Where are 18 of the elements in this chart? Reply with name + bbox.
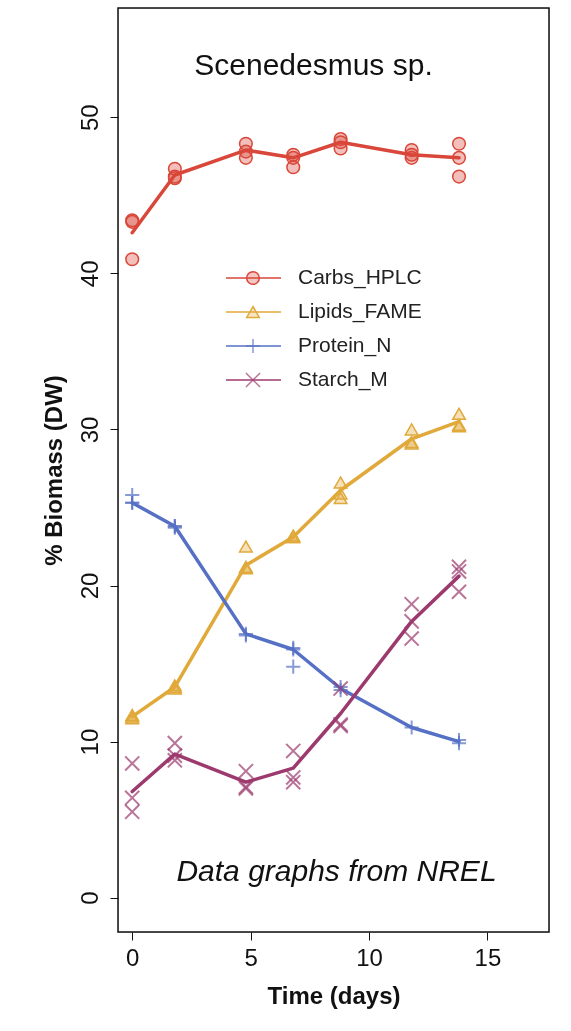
y-tick-label: 30 [75,416,103,444]
y-tick-label: 0 [75,891,103,905]
y-tick-label: 50 [75,104,103,132]
x-tick-label: 5 [244,943,258,971]
y-axis-title: % Biomass (DW) [39,375,67,566]
y-tick-label: 20 [75,572,103,600]
x-tick-label: 10 [356,943,383,971]
legend-label: Starch_M [298,367,388,391]
y-tick-label: 10 [75,728,103,756]
x-tick-label: 15 [474,943,502,971]
x-axis-title: Time (days) [267,981,401,1009]
x-tick-label: 0 [126,943,140,971]
text: Scenedesmus sp. [194,48,433,81]
annotation: Data graphs from NREL [176,854,497,887]
y-tick-label: 40 [75,260,103,288]
legend-label: Protein_N [298,333,392,357]
legend-label: Carbs_HPLC [298,265,422,289]
legend-label: Lipids_FAME [298,299,422,323]
